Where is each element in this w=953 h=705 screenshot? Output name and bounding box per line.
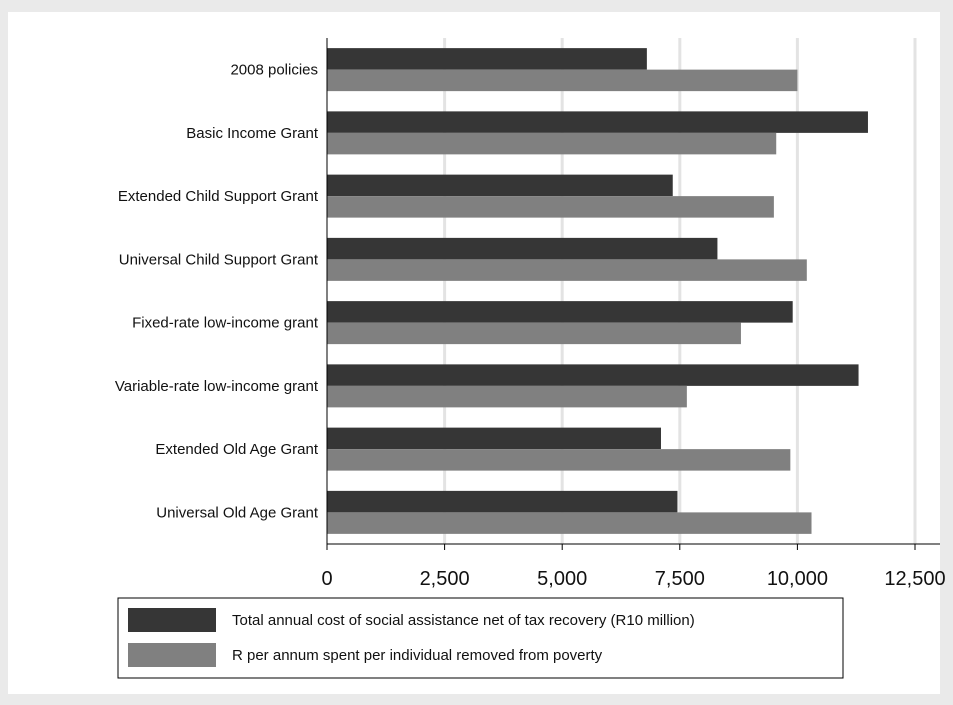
bar-series-2 (327, 449, 791, 471)
category-label: Universal Child Support Grant (119, 251, 319, 268)
bar-series-2 (327, 385, 687, 408)
category-label: Universal Old Age Grant (156, 504, 319, 521)
category-label: Variable-rate low-income grant (115, 378, 319, 395)
bar-series-1 (327, 174, 673, 197)
legend-swatch-series-1 (128, 608, 216, 632)
tick-labels: 0 2,500 5,000 7,500 10,000 12,500 (321, 568, 945, 590)
bar-series-1 (327, 490, 678, 513)
axes (326, 38, 940, 550)
bar-series-2 (327, 69, 798, 92)
x-tick-label: 5,000 (537, 568, 587, 590)
bar-series-2 (327, 259, 807, 281)
bar-series-1 (327, 301, 793, 323)
bar-series-1 (327, 237, 718, 260)
bars (327, 48, 868, 534)
bar-series-2 (327, 196, 774, 218)
legend-swatch-series-2 (128, 643, 216, 667)
category-label: Basic Income Grant (186, 125, 319, 142)
x-tick-label: 0 (321, 568, 332, 590)
x-tick-label: 12,500 (884, 568, 945, 590)
bar-series-1 (327, 427, 661, 450)
x-tick-label: 2,500 (420, 568, 470, 590)
category-label: Fixed-rate low-income grant (132, 315, 319, 332)
category-label: Extended Old Age Grant (155, 441, 318, 458)
legend: Total annual cost of social assistance n… (117, 597, 844, 679)
x-tick-label: 10,000 (767, 568, 828, 590)
category-label: 2008 policies (230, 62, 318, 79)
bar-series-2 (327, 132, 777, 155)
category-labels: 2008 policies Basic Income Grant Extended … (115, 62, 319, 522)
legend-label-series-1: Total annual cost of social assistance n… (232, 612, 695, 629)
x-tick-label: 7,500 (655, 568, 705, 590)
legend-box (117, 597, 844, 679)
category-label: Extended Child Support Grant (118, 188, 319, 205)
bar-series-1 (327, 364, 859, 386)
bar-series-1 (327, 111, 868, 133)
bar-series-2 (327, 512, 812, 534)
bar-series-1 (327, 48, 647, 70)
bar-series-2 (327, 322, 741, 345)
legend-label-series-2: R per annum spent per individual removed… (232, 647, 603, 664)
